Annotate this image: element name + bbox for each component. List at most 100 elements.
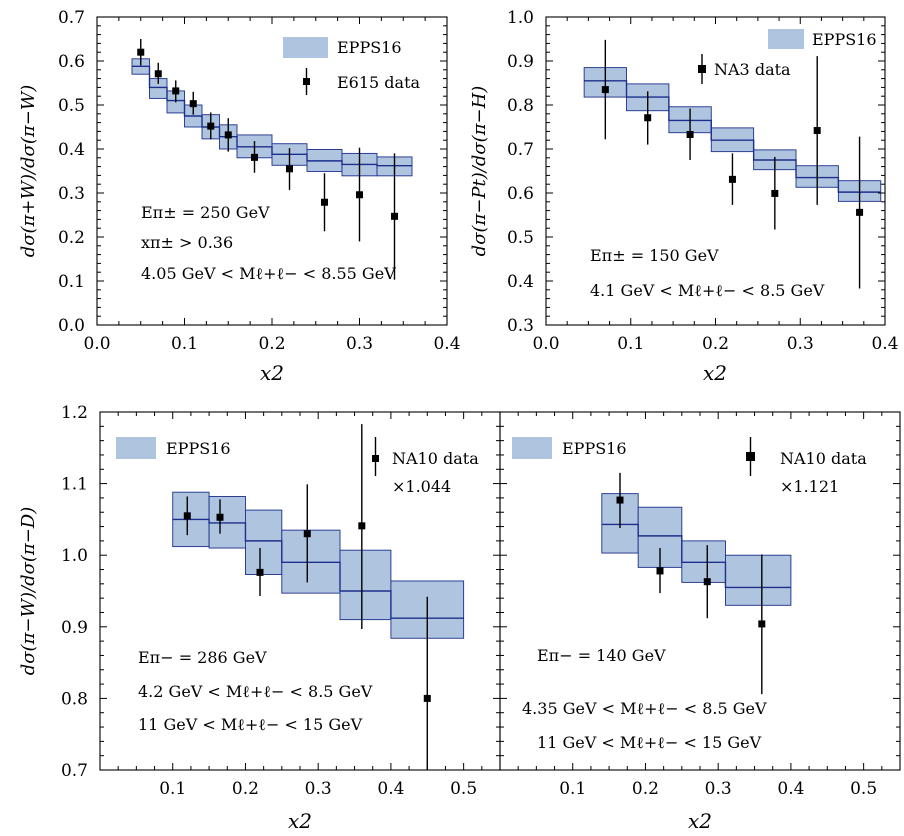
panel-4-xtick-label-4: 0.4	[777, 779, 804, 799]
panel-4-legend-band-label: EPPS16	[562, 439, 627, 458]
panel-2-note-mass-range: 4.1 GeV < Mℓ+ℓ− < 8.5 GeV	[590, 281, 825, 300]
panel-3-xtick-label-3: 0.3	[305, 779, 332, 799]
panel-3: 0.1 0.2 0.3 0.4 0.5 0.7 0.8 0.9 1.0 1.1 1.2 EPPS16…	[18, 403, 501, 833]
panel-4-xtick-label-1: 0.1	[559, 779, 586, 799]
panel-2-legend-band-swatch	[768, 29, 804, 49]
panel-1-xtick-label-1: 0.0	[83, 334, 110, 354]
panel-1-data-point-3	[172, 87, 180, 95]
panel-2-data-point-4	[728, 175, 736, 183]
panel-3-data-point-1	[183, 512, 191, 520]
panel-4-xtick-label-2: 0.2	[632, 779, 659, 799]
panel-3-ytick-label-1: 0.7	[61, 761, 88, 781]
panel-1-ytick-label-6: 0.5	[58, 96, 85, 116]
panel-3-data-point-4	[303, 530, 311, 538]
panel-1-ytick-label-5: 0.4	[58, 140, 85, 160]
panel-1-ytick-label-4: 0.3	[58, 184, 85, 204]
panel-1-xtick-label-2: 0.1	[171, 334, 198, 354]
panel-3-band-bin-5	[339, 549, 392, 621]
panel-1-note-x-cut: xπ± > 0.36	[141, 233, 233, 252]
panel-2-data-point-1	[601, 86, 609, 94]
panel-4-band-central-line	[601, 523, 791, 589]
panel-2-ytick-label-3: 0.5	[507, 228, 534, 248]
panel-3-data-point-3	[256, 568, 264, 576]
panel-4-data-point-4	[758, 620, 766, 628]
panel-2-ytick-label-6: 0.8	[507, 96, 534, 116]
panel-2-xtick-label-4: 0.3	[787, 334, 814, 354]
panel-1-ytick-label-8: 0.7	[58, 8, 85, 28]
panel-4-xlabel: x2	[688, 809, 712, 833]
panel-3-legend-data-scale: ×1.044	[392, 477, 451, 496]
panel-1-xtick-label-5: 0.4	[433, 334, 460, 354]
panel-1-xtick-label-4: 0.3	[346, 334, 373, 354]
panel-1-ytick-label-7: 0.6	[58, 52, 85, 72]
panel-1-note-mass-range: 4.05 GeV < Mℓ+ℓ− < 8.55 GeV	[141, 264, 396, 283]
panel-4-legend-band-swatch	[512, 437, 552, 459]
panel-3-plot-area	[172, 424, 465, 770]
panel-2-ytick-label-5: 0.7	[507, 140, 534, 160]
panel-2-xtick-label-3: 0.2	[702, 334, 729, 354]
panel-2-ytick-label-4: 0.6	[507, 184, 534, 204]
panel-3-band-bin-4	[281, 529, 341, 594]
panel-3-ticks: 0.1 0.2 0.3 0.4 0.5 0.7 0.8 0.9 1.0 1.1 1.2	[61, 403, 501, 799]
panel-1-legend-band-swatch	[283, 37, 328, 58]
panel-3-ylabel: dσ(π−W)/dσ(π−D)	[18, 507, 39, 676]
panel-3-note-energy: Eπ− = 286 GeV	[138, 648, 267, 667]
panel-2-ytick-label-2: 0.4	[507, 272, 534, 292]
panel-1-data-point-5	[207, 122, 215, 130]
panel-1-data-point-4	[189, 100, 197, 108]
panel-2-ylabel: dσ(π−Pt)/dσ(π−H)	[469, 86, 490, 257]
panel-1-ylabel: dσ(π+W)/dσ(π−W)	[18, 85, 39, 258]
panel-4-legend-data-scale: ×1.121	[780, 477, 839, 496]
panel-3-band-bin-2	[208, 496, 246, 549]
panel-1-legend-band-label: EPPS16	[337, 38, 402, 57]
panel-2-ytick-label-8: 1.0	[507, 8, 534, 28]
panel-1-data-point-1	[137, 48, 145, 56]
panel-1-ticks: 0.0 0.1 0.2 0.3 0.4 0.0 0.1 0.2 0.3 0.4 0.5 0.6 0.7	[58, 8, 461, 354]
panel-1-plot-area	[131, 39, 413, 280]
panel-1-data-point-7	[251, 153, 258, 161]
panel-1-data-point-8	[286, 165, 293, 173]
panel-3-ytick-label-4: 1.0	[61, 546, 88, 566]
panel-3-note-mass-range-2: 11 GeV < Mℓ+ℓ− < 15 GeV	[138, 715, 363, 734]
panel-4-note-energy: Eπ− = 140 GeV	[537, 646, 666, 665]
panel-2-plot-area	[583, 39, 882, 289]
panel-3-data-point-2	[216, 513, 224, 521]
panel-2-band-central-line	[584, 80, 881, 193]
panel-4-band-bin-3	[681, 540, 726, 583]
panel-3-legend-band-swatch	[116, 437, 156, 459]
panel-3-ytick-label-5: 1.1	[61, 475, 88, 495]
panel-2-xtick-label-2: 0.1	[617, 334, 644, 354]
panel-3-xlabel: x2	[288, 809, 312, 833]
panel-3-ytick-label-3: 0.9	[61, 618, 88, 638]
panel-3-ytick-label-6: 1.2	[61, 403, 88, 423]
panel-2-legend-data-label: NA3 data	[714, 60, 791, 79]
panel-2: 0.0 0.1 0.2 0.3 0.40.30.40.50.60.70.80.91.0 …	[469, 8, 899, 385]
panel-1: 0.0 0.1 0.2 0.3 0.40.00.10.20.30.40.50.60.7 …	[18, 8, 461, 385]
panel-2-xlabel: x2	[703, 361, 727, 385]
panel-2-xtick-label-5: 0.4	[871, 334, 898, 354]
panel-2-ytick-label-7: 0.9	[507, 52, 534, 72]
panel-3-band-bin-3	[245, 509, 283, 575]
panel-2-ytick-label-1: 0.3	[507, 316, 534, 336]
panel-3-xtick-label-4: 0.4	[377, 779, 404, 799]
panel-3-legend-band-label: EPPS16	[166, 439, 231, 458]
panel-2-xtick-label-1: 0.0	[532, 334, 559, 354]
panel-4-legend-data-label: NA10 data	[780, 449, 867, 468]
panel-4-data-point-2	[656, 567, 664, 575]
panel-1-data-point-2	[154, 70, 162, 78]
panel-1-ytick-label-2: 0.1	[58, 272, 85, 292]
panel-1-ytick-label-3: 0.2	[58, 228, 85, 248]
panel-1-ytick-label-1: 0.0	[58, 316, 85, 336]
panel-2-data-point-7	[856, 208, 864, 216]
panel-3-legend-data-label: NA10 data	[392, 449, 479, 468]
panel-4-xtick-label-5: 0.5	[850, 779, 877, 799]
panel-1-data-point-9	[321, 198, 328, 206]
panel-3-data-point-6	[423, 694, 431, 702]
panel-4-plot-area	[601, 472, 792, 695]
panel-3-note-mass-range-1: 4.2 GeV < Mℓ+ℓ− < 8.5 GeV	[138, 682, 373, 701]
panel-1-xlabel: x2	[260, 361, 284, 385]
panel-1-data-point-10	[356, 191, 363, 199]
panel-2-data-point-3	[686, 130, 694, 138]
panel-4-xtick-label-3: 0.3	[705, 779, 732, 799]
